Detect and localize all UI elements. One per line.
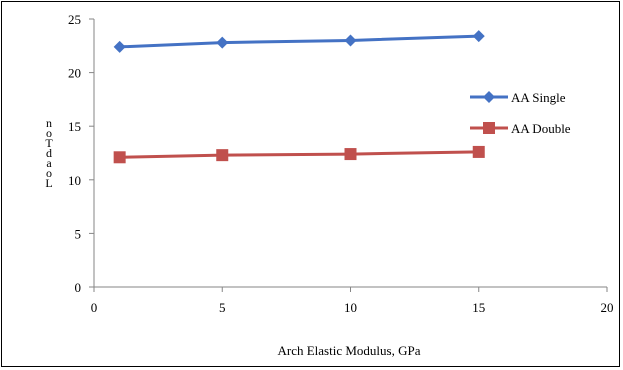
- y-axis-label-glyph: n: [46, 116, 52, 130]
- series-line: [119, 150, 479, 159]
- data-point: [344, 34, 357, 47]
- y-tick-label: 15: [68, 119, 81, 134]
- legend-item: AA Double: [470, 121, 571, 136]
- x-tick-label: 10: [344, 300, 357, 315]
- y-tick-labels: 0 5 10 15 20 25: [68, 12, 94, 295]
- legend-label: AA Single: [511, 90, 566, 105]
- legend-item: AA Single: [470, 90, 566, 105]
- data-point: [472, 30, 485, 43]
- y-tick-label: 10: [68, 173, 81, 188]
- x-tick-label: 0: [91, 300, 98, 315]
- x-tick-label: 20: [601, 300, 614, 315]
- y-axis-label-glyph: o: [46, 126, 52, 140]
- series-layer: [113, 30, 485, 164]
- x-tick-label: 5: [219, 300, 226, 315]
- data-point: [216, 36, 229, 49]
- data-point: [472, 145, 485, 158]
- legend-label: AA Double: [511, 121, 571, 136]
- y-tick-label: 25: [68, 12, 81, 27]
- y-axis-label-glyph: T: [45, 136, 53, 150]
- y-tick-label: 0: [75, 280, 82, 295]
- legend-marker: [483, 91, 495, 103]
- legend-marker: [483, 122, 495, 134]
- x-tick-labels: 0 5 10 15 20: [91, 287, 614, 315]
- y-tick-label: 5: [75, 226, 82, 241]
- series-aa-double: [113, 145, 485, 164]
- x-tick-label: 15: [472, 300, 485, 315]
- y-axis-label-glyph: L: [45, 176, 52, 190]
- data-point: [113, 40, 126, 53]
- series-line: [119, 34, 479, 49]
- data-point: [113, 151, 126, 164]
- data-point: [344, 148, 357, 161]
- series-aa-single: [113, 30, 485, 53]
- x-axis-label: Arch Elastic Modulus, GPa: [278, 343, 421, 358]
- legend: AA Single AA Double: [470, 90, 571, 136]
- y-axis-label-glyph: o: [46, 166, 52, 180]
- y-axis-label-glyph: d: [46, 146, 52, 160]
- y-tick-label: 20: [68, 66, 81, 81]
- y-axis-label-glyph: a: [46, 156, 52, 170]
- data-point: [216, 149, 229, 162]
